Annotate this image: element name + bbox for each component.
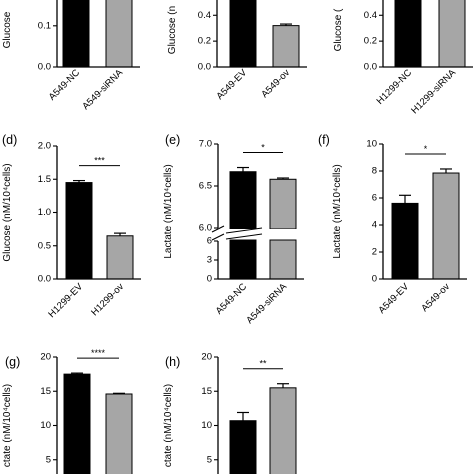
panel-5-significance-label: * xyxy=(261,143,265,153)
panel-3-bar-2 xyxy=(438,0,466,68)
panel-7-letter: (g) xyxy=(5,355,20,369)
panel-8-bar-2 xyxy=(269,387,297,474)
panel-5-ytick-label-lower-0: 0 xyxy=(207,274,212,285)
panel-6-y-axis-label: Lactate (nM/10⁴cells) xyxy=(332,164,343,258)
panel-6-ytick-label-3: 6 xyxy=(372,193,377,204)
panel-2-category-label-1: A549-EV xyxy=(214,67,249,102)
panel-7-ytick-label-0: 5 xyxy=(46,454,51,465)
panel-5-bar-1-upper xyxy=(229,171,257,230)
panel-4-ytick-label-4: 2.0 xyxy=(38,141,51,152)
panel-3-bar-1 xyxy=(394,0,422,68)
panel-6-ytick-label-4: 8 xyxy=(372,166,377,177)
panel-8-ytick-label-3: 20 xyxy=(201,352,212,363)
panel-6-ytick-label-2: 4 xyxy=(372,220,377,231)
panel-6-ytick-label-1: 2 xyxy=(372,247,377,258)
panel-3-ytick-label-0: 0.0 xyxy=(364,62,377,73)
panel-8-significance-label: ** xyxy=(259,359,267,369)
panel-8-ytick-label-2: 15 xyxy=(201,386,212,397)
panel-4-category-label-2: H1299-ov xyxy=(89,281,126,318)
panel-2-y-axis-label: Glucose (n xyxy=(167,6,178,54)
panel-4-significance-label: *** xyxy=(94,156,105,166)
panel-6-category-label-1: A549-EV xyxy=(376,281,411,316)
panel-6-letter: (f) xyxy=(318,133,330,147)
panel-4-bar-1 xyxy=(65,182,93,280)
panel-3-category-label-1: H1299-NC xyxy=(375,67,415,107)
panel-5-ytick-label-lower-1: 3 xyxy=(207,255,212,266)
panel-3-category-label-2: H1299-siRNA xyxy=(409,67,458,116)
panel-4-ytick-label-2: 1.0 xyxy=(38,207,51,218)
panel-1-ytick-label-1: 0.1 xyxy=(38,20,51,31)
panel-7-bar-1 xyxy=(63,373,91,474)
panel-2-bar-2 xyxy=(272,25,300,68)
panel-4-ytick-label-0: 0.0 xyxy=(38,274,51,285)
panel-4-y-axis-label: Glucose (nM/10⁴cells) xyxy=(2,163,13,261)
panel-5-letter: (e) xyxy=(165,133,180,147)
panel-6-bar-2 xyxy=(432,172,460,280)
panel-5-bar-2-lower xyxy=(269,239,297,280)
panel-3-y-axis-label: Glucose ( xyxy=(333,8,344,51)
panel-1-category-label-1: A549-NC xyxy=(47,67,83,103)
panel-5-y-axis-label: Lactate (nM/10⁴cells) xyxy=(163,164,174,258)
panel-7-ytick-label-3: 20 xyxy=(40,352,51,363)
panel-6-bar-1 xyxy=(391,202,419,280)
panel-4-category-label-1: H1299-EV xyxy=(46,281,85,320)
panel-6-category-label-2: A549-ov xyxy=(419,281,452,314)
panel-8-letter: (h) xyxy=(165,355,180,369)
panel-1-bar-2 xyxy=(105,0,133,68)
panel-6-ytick-label-0: 0 xyxy=(372,274,377,285)
panel-8-ytick-label-1: 10 xyxy=(201,420,212,431)
panel-3-ytick-label-2: 0.4 xyxy=(364,10,377,21)
panel-5-ytick-label-upper-2: 7.0 xyxy=(199,139,212,150)
panel-5-category-label-2: A549-siRNA xyxy=(244,281,289,326)
panel-2-ytick-label-2: 0.4 xyxy=(198,10,211,21)
panel-5-bar-break-marks xyxy=(225,227,263,240)
panel-4-ytick-label-3: 1.5 xyxy=(38,174,51,185)
panel-1-bar-1 xyxy=(62,0,90,68)
panel-2-ytick-label-0: 0.0 xyxy=(198,62,211,73)
panel-5-category-label-1: A549-NC xyxy=(214,281,250,317)
panel-2-category-label-2: A549-ov xyxy=(259,67,292,100)
panel-2-ytick-label-1: 0.2 xyxy=(198,36,211,47)
panel-6-ytick-label-5: 10 xyxy=(366,139,377,150)
panel-3-ytick-label-1: 0.2 xyxy=(364,36,377,47)
panel-8-ytick-label-0: 5 xyxy=(207,454,212,465)
panel-5-ytick-label-upper-1: 6.5 xyxy=(199,181,212,192)
panel-1-category-label-2: A549-siRNA xyxy=(80,67,125,112)
panel-2-bar-1 xyxy=(229,0,257,68)
panel-1-y-axis-label: Glucose xyxy=(2,11,13,48)
panel-7-y-axis-label: ctate (nM/10⁴cells) xyxy=(2,384,13,467)
panel-5-axis-break xyxy=(211,225,225,241)
panel-7-bar-2 xyxy=(105,393,133,474)
panel-5-ytick-label-lower-2: 6 xyxy=(207,236,212,247)
panel-5-break-gap xyxy=(225,229,305,239)
panel-1-ytick-label-0: 0.0 xyxy=(38,62,51,73)
panel-8-y-axis-label: ctate (nM/10⁴cells) xyxy=(163,384,174,467)
panel-5-bar-1-lower xyxy=(229,239,257,280)
panel-5-ytick-label-upper-0: 6.0 xyxy=(199,223,212,234)
panel-7-ytick-label-2: 15 xyxy=(40,386,51,397)
panel-4-ytick-label-1: 0.5 xyxy=(38,240,51,251)
panel-4-bar-2 xyxy=(106,235,134,280)
panel-7-significance-label: **** xyxy=(91,348,106,358)
panel-5-bar-2-upper xyxy=(269,178,297,230)
panel-8-bar-1 xyxy=(229,420,257,474)
panel-4-letter: (d) xyxy=(2,133,17,147)
panel-6-significance-label: * xyxy=(424,144,428,154)
panel-7-ytick-label-1: 10 xyxy=(40,420,51,431)
